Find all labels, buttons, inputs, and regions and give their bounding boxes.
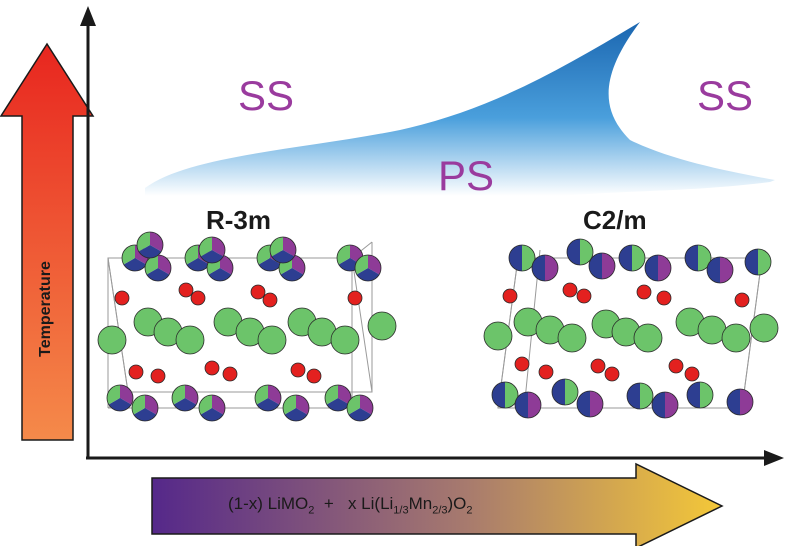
transition-metal-atom	[354, 254, 382, 282]
oxygen-atom	[668, 358, 684, 374]
oxygen-atom	[604, 366, 620, 382]
composition-arrow	[151, 462, 724, 550]
transition-metal-atom	[744, 248, 772, 276]
ss-left-label: SS	[238, 72, 295, 119]
lithium-atom	[257, 325, 287, 355]
transition-metal-atom	[508, 244, 536, 272]
oxygen-atom	[178, 282, 194, 298]
transition-metal-atom	[336, 244, 364, 272]
oxygen-atom	[306, 368, 322, 384]
oxygen-atom	[204, 360, 220, 376]
formula-part-1: (1-x) LiMO	[228, 494, 309, 513]
lithium-atom	[367, 311, 397, 341]
oxygen-atom	[347, 290, 363, 306]
c2m-label: C2/m	[583, 205, 647, 235]
transition-metal-atom	[491, 381, 519, 409]
axes	[80, 6, 784, 466]
oxygen-atom	[114, 290, 130, 306]
formula-sub-4: 2	[466, 504, 473, 517]
transition-metal-atom	[144, 254, 172, 282]
transition-metal-atom	[282, 394, 310, 422]
transition-metal-atom	[576, 390, 604, 418]
oxygen-atom	[734, 292, 750, 308]
x-axis-arrowhead	[764, 450, 784, 466]
composition-label: (1-x) LiMO2 + x Li(Li1/3Mn2/3)O2	[228, 494, 473, 516]
transition-metal-atom	[626, 382, 654, 410]
transition-metal-atom	[254, 384, 282, 412]
transition-metal-atom	[706, 256, 734, 284]
phase-separation-dome	[145, 22, 775, 196]
transition-metal-atom	[726, 388, 754, 416]
transition-metal-atom	[198, 236, 226, 264]
transition-metal-atom	[171, 384, 199, 412]
oxygen-atom	[684, 366, 700, 382]
lithium-atom	[97, 325, 127, 355]
formula-sub-3: 2/3	[432, 504, 448, 517]
oxygen-atom	[150, 368, 166, 384]
y-axis-arrowhead	[80, 6, 96, 26]
formula-sub-1: 2	[308, 504, 315, 517]
oxygen-atom	[128, 364, 144, 380]
oxygen-atom	[250, 284, 266, 300]
transition-metal-atom	[551, 378, 579, 406]
transition-metal-atom	[644, 254, 672, 282]
lithium-atom	[330, 325, 360, 355]
oxygen-atom	[538, 364, 554, 380]
transition-metal-atom	[269, 236, 297, 264]
oxygen-atom	[262, 292, 278, 308]
formula-part-2: + x Li(Li	[314, 494, 394, 513]
lithium-atom	[175, 325, 205, 355]
transition-metal-atom	[346, 394, 374, 422]
oxygen-atom	[576, 288, 592, 304]
ps-label: PS	[438, 152, 495, 199]
crystal-atoms	[97, 231, 779, 422]
lithium-atom	[557, 323, 587, 353]
oxygen-atom	[290, 362, 306, 378]
temperature-label: Temperature	[37, 261, 54, 357]
transition-metal-atom	[566, 238, 594, 266]
temperature-arrow	[0, 42, 95, 441]
formula-sub-2: 1/3	[393, 504, 409, 517]
transition-metal-atom	[514, 391, 542, 419]
oxygen-atom	[636, 284, 652, 300]
transition-metal-atom	[324, 384, 352, 412]
transition-metal-atom	[588, 252, 616, 280]
oxygen-atom	[514, 356, 530, 372]
ss-right-label: SS	[697, 72, 754, 119]
oxygen-atom	[656, 290, 672, 306]
transition-metal-atom	[531, 254, 559, 282]
transition-metal-atom	[651, 391, 679, 419]
lithium-atom	[721, 323, 751, 353]
transition-metal-atom	[131, 394, 159, 422]
lithium-atom	[633, 323, 663, 353]
lithium-atom	[483, 321, 513, 351]
r3m-label: R-3m	[206, 205, 272, 235]
transition-metal-atom	[198, 394, 226, 422]
formula-part-4: )O	[447, 494, 467, 513]
oxygen-atom	[190, 290, 206, 306]
transition-metal-atom	[618, 244, 646, 272]
formula-part-3: Mn	[408, 494, 433, 513]
transition-metal-atom	[686, 381, 714, 409]
transition-metal-atom	[136, 231, 164, 259]
oxygen-atom	[222, 366, 238, 382]
oxygen-atom	[590, 358, 606, 374]
lithium-atom	[749, 313, 779, 343]
transition-metal-atom	[684, 244, 712, 272]
oxygen-atom	[562, 282, 578, 298]
oxygen-atom	[502, 288, 518, 304]
transition-metal-atom	[106, 384, 134, 412]
